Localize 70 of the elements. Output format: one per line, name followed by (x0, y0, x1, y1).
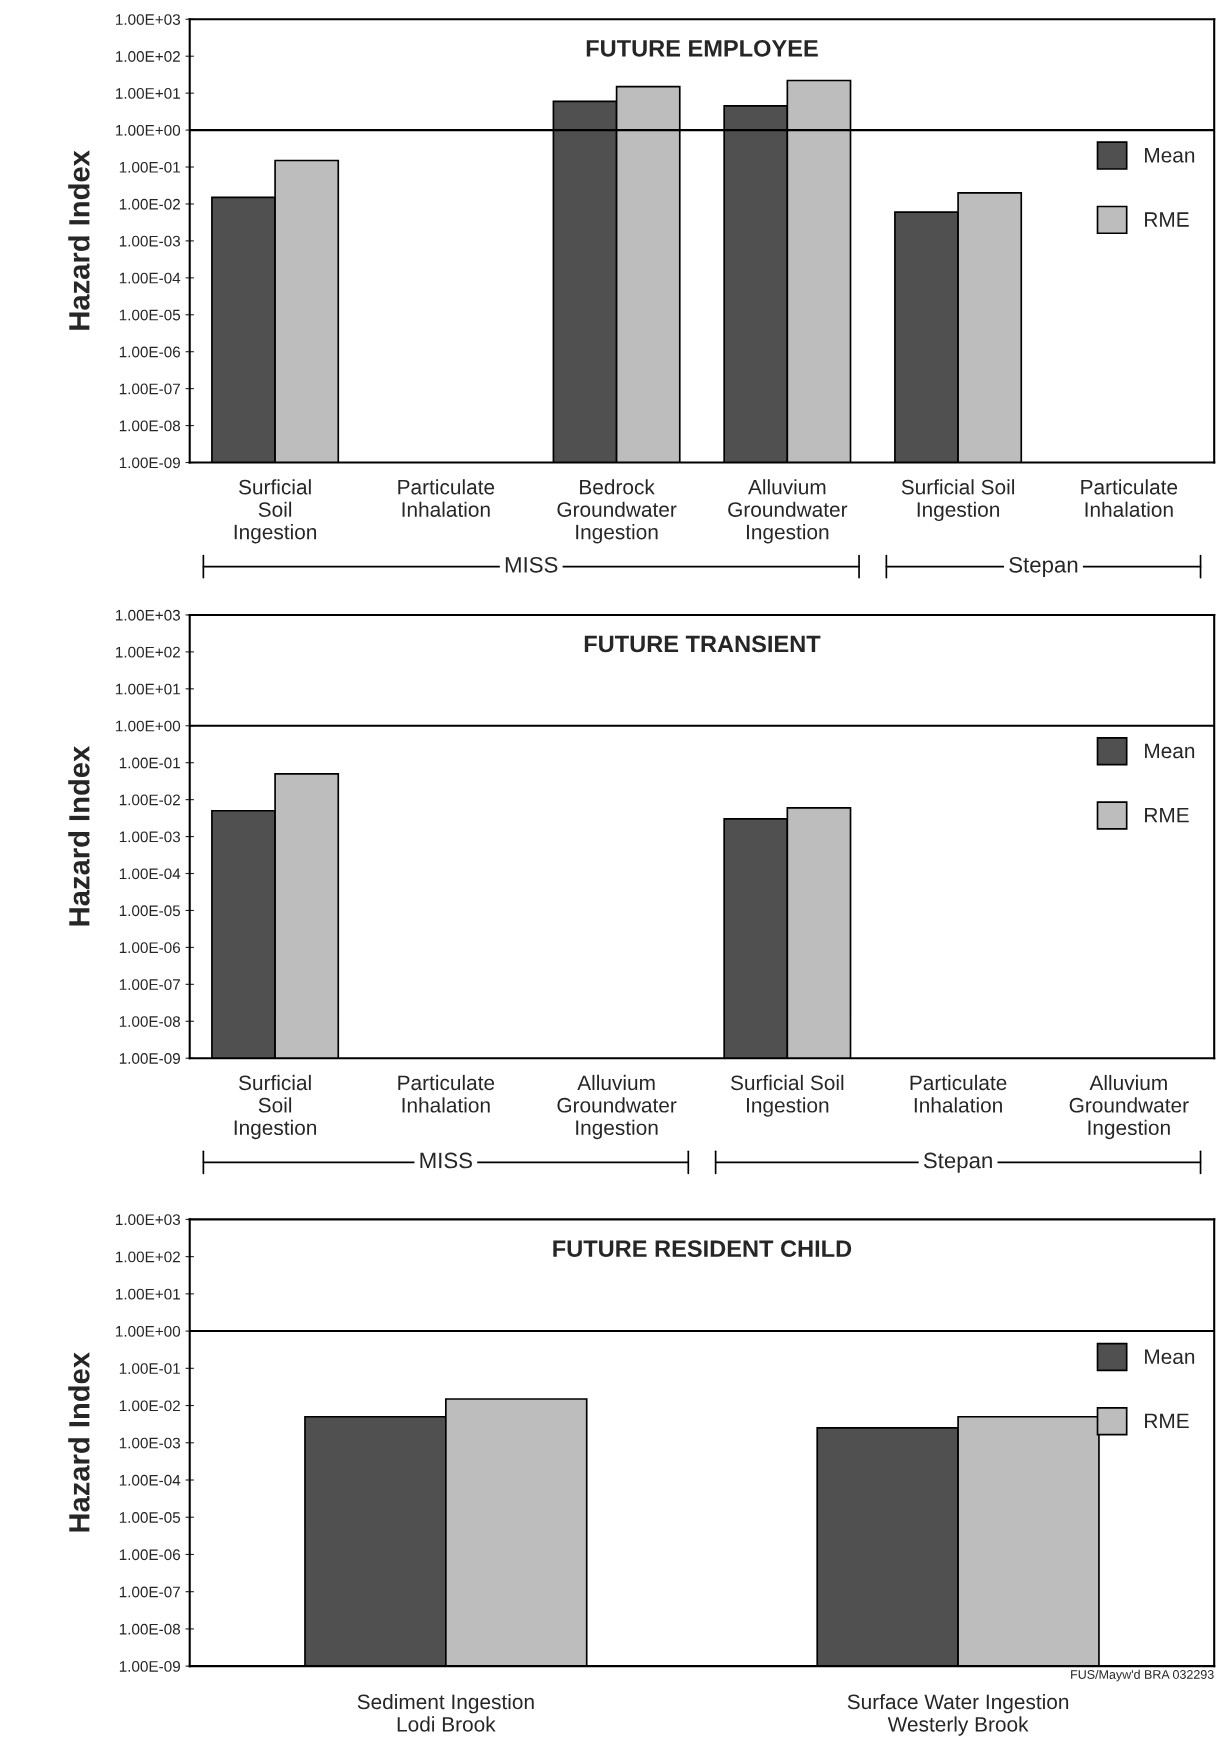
y-tick-label: 1.00E-01 (119, 757, 180, 769)
legend-label: RME (1145, 212, 1189, 227)
text: FUS/Mayw'd BRA 032293 (1071, 1669, 1214, 1682)
legend-label: RME (1145, 1413, 1189, 1429)
y-tick-label: 1.00E-02 (119, 794, 180, 806)
y-tick-label: 1.00E-03 (119, 831, 181, 843)
y-tick-label: 1.00E-04 (119, 272, 181, 284)
y-axis-title: Hazard Index (68, 150, 90, 330)
y-tick-label: 1.00E-07 (119, 1586, 180, 1598)
x-tick-label: Particulate Inhalation (398, 479, 495, 517)
text: FUTURE EMPLOYEE (586, 39, 818, 57)
y-tick-label: 1.00E-03 (119, 235, 181, 247)
x-tick-label: Surficial Soil Ingestion (901, 479, 1015, 522)
x-tick-label: Bedrock Groundwater Ingestion (557, 479, 677, 544)
y-tick-label: 1.00E+03 (116, 14, 181, 25)
y-tick-label: 1.00E-02 (119, 198, 180, 210)
x-tick-label: Alluvium Groundwater Ingestion (728, 479, 848, 544)
text: Stepan (1009, 556, 1078, 578)
legend-label: Mean (1145, 743, 1195, 759)
x-tick-label: Surficial Soil Ingestion (234, 1074, 317, 1140)
y-axis-title: Hazard Index (68, 746, 90, 926)
y-tick-label: 1.00E+00 (116, 720, 181, 732)
y-tick-label: 1.00E-01 (119, 161, 180, 173)
y-tick-label: 1.00E+01 (116, 1288, 180, 1300)
y-tick-label: 1.00E+03 (116, 609, 181, 621)
y-tick-label: 1.00E-09 (119, 1053, 180, 1064)
x-tick-label: Surface Water Ingestion Westerly Brook (847, 1693, 1069, 1736)
y-tick-label: 1.00E-06 (119, 1549, 181, 1561)
y-tick-label: 1.00E-02 (119, 1400, 180, 1412)
y-tick-label: 1.00E-07 (119, 383, 180, 395)
x-tick-label: Surficial Soil Ingestion (234, 479, 317, 544)
y-tick-label: 1.00E-05 (119, 905, 181, 917)
y-tick-label: 1.00E+01 (116, 88, 180, 99)
text: Stepan (923, 1152, 992, 1173)
legend-label: RME (1145, 808, 1189, 823)
y-tick-label: 1.00E-05 (119, 1512, 181, 1523)
y-tick-label: 1.00E-03 (119, 1437, 181, 1449)
legend-label: Mean (1145, 1349, 1195, 1365)
y-tick-label: 1.00E-05 (119, 309, 181, 321)
y-tick-label: 1.00E-09 (119, 1661, 180, 1672)
text: MISS (420, 1152, 472, 1169)
text: MISS (505, 556, 558, 573)
y-tick-label: 1.00E+02 (116, 51, 180, 62)
x-tick-label: Particulate Inhalation (1081, 479, 1178, 517)
legend-label: Mean (1145, 148, 1195, 163)
y-tick-label: 1.00E-08 (119, 1623, 181, 1635)
y-tick-label: 1.00E+01 (116, 683, 180, 695)
y-tick-label: 1.00E-06 (119, 346, 181, 358)
y-tick-label: 1.00E-07 (119, 979, 180, 991)
text: FUTURE RESIDENT CHILD (553, 1240, 852, 1257)
x-tick-label: Sediment Ingestion Lodi Brook (357, 1693, 534, 1732)
y-tick-label: 1.00E-08 (119, 1016, 181, 1027)
y-tick-label: 1.00E+03 (116, 1214, 181, 1226)
y-tick-label: 1.00E+02 (116, 646, 180, 658)
y-tick-label: 1.00E+02 (116, 1251, 180, 1263)
x-tick-label: Surficial Soil Ingestion (730, 1074, 844, 1117)
y-tick-label: 1.00E-09 (119, 457, 180, 469)
text: FUTURE TRANSIENT (584, 635, 821, 653)
y-tick-label: 1.00E-08 (119, 420, 181, 432)
y-tick-label: 1.00E-04 (119, 1474, 181, 1486)
y-axis-title: Hazard Index (68, 1352, 90, 1532)
x-tick-label: Alluvium Groundwater Ingestion (1069, 1074, 1189, 1140)
y-tick-label: 1.00E+00 (116, 1325, 181, 1337)
x-tick-label: Particulate Inhalation (398, 1074, 495, 1113)
y-tick-label: 1.00E-06 (119, 942, 181, 954)
y-tick-label: 1.00E-04 (119, 868, 181, 880)
y-tick-label: 1.00E-01 (119, 1363, 180, 1374)
y-tick-label: 1.00E+00 (116, 124, 181, 136)
x-tick-label: Particulate Inhalation (910, 1074, 1007, 1113)
x-tick-label: Alluvium Groundwater Ingestion (557, 1074, 677, 1140)
